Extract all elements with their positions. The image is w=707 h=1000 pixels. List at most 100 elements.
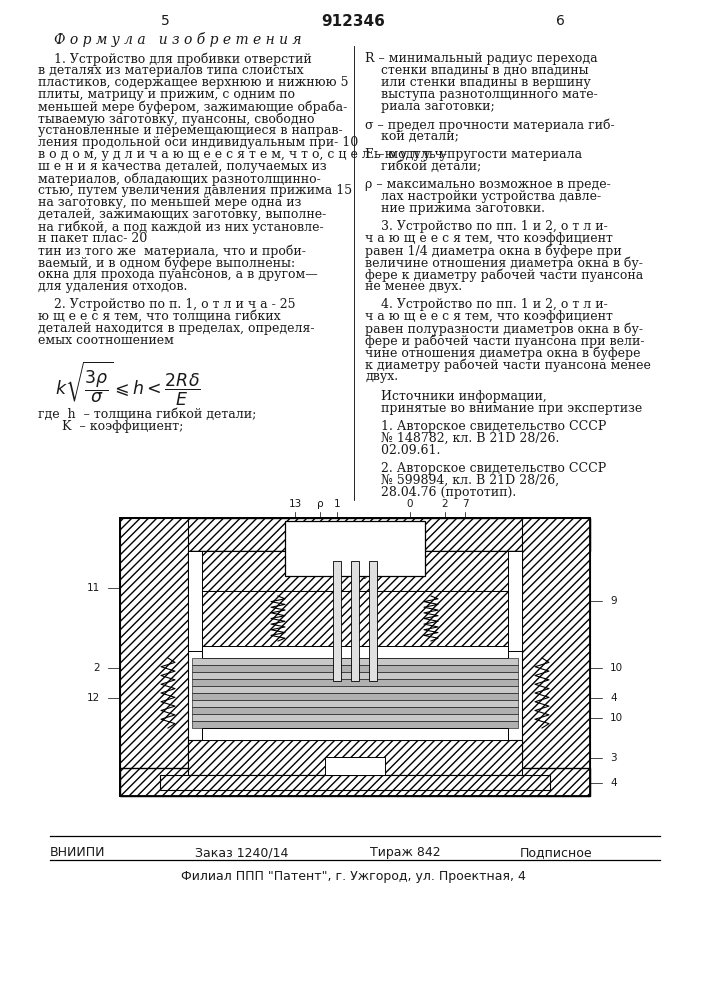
Bar — [120, 518, 590, 796]
Bar — [351, 561, 359, 681]
Text: 5: 5 — [160, 14, 170, 28]
Text: 1. Авторское свидетельство СССР: 1. Авторское свидетельство СССР — [365, 420, 607, 433]
Text: 2: 2 — [93, 663, 100, 673]
Text: № 599894, кл. В 21D 28/26,: № 599894, кл. В 21D 28/26, — [365, 474, 559, 487]
Text: в о д о м, у д л и ч а ю щ е е с я т е м, ч т о, с ц е л ь ю у л у ч-: в о д о м, у д л и ч а ю щ е е с я т е м… — [38, 148, 447, 161]
Text: 10: 10 — [610, 663, 623, 673]
Text: лах настройки устройства давле-: лах настройки устройства давле- — [365, 190, 601, 203]
Bar — [192, 707, 518, 714]
Text: в деталях из материалов типа слоистых: в деталях из материалов типа слоистых — [38, 64, 303, 77]
Text: ч а ю щ е е с я тем, что коэффициент: ч а ю щ е е с я тем, что коэффициент — [365, 310, 613, 323]
Text: 12: 12 — [87, 693, 100, 703]
Text: фере к диаметру рабочей части пуансона: фере к диаметру рабочей части пуансона — [365, 268, 643, 282]
Bar — [192, 686, 518, 693]
Text: ления продольной оси индивидуальным при- 10: ления продольной оси индивидуальным при-… — [38, 136, 358, 149]
Bar — [369, 561, 377, 681]
Bar — [160, 775, 550, 790]
Text: материалов, обладающих разнотолщинно-: материалов, обладающих разнотолщинно- — [38, 172, 321, 186]
Bar — [202, 646, 508, 658]
Text: 2. Устройство по п. 1, о т л и ч а - 25: 2. Устройство по п. 1, о т л и ч а - 25 — [38, 298, 296, 311]
Text: ВНИИПИ: ВНИИПИ — [50, 846, 105, 859]
Text: Подписное: Подписное — [520, 846, 592, 859]
Text: 4: 4 — [610, 693, 617, 703]
Text: $k\sqrt{\dfrac{3\rho}{\sigma}} \leqslant h < \dfrac{2R\delta}{E}$: $k\sqrt{\dfrac{3\rho}{\sigma}} \leqslant… — [55, 360, 201, 408]
Text: деталей находится в пределах, определя-: деталей находится в пределах, определя- — [38, 322, 315, 335]
Text: Тираж 842: Тираж 842 — [370, 846, 440, 859]
Text: 7: 7 — [462, 499, 468, 509]
Text: Источники информации,: Источники информации, — [365, 390, 547, 403]
Bar — [192, 658, 518, 665]
Text: фере и рабочей части пуансона при вели-: фере и рабочей части пуансона при вели- — [365, 334, 645, 348]
Text: σ – предел прочности материала гиб-: σ – предел прочности материала гиб- — [365, 118, 614, 131]
Text: E – модуль упругости материала: E – модуль упругости материала — [365, 148, 582, 161]
Text: к диаметру рабочей части пуансона менее: к диаметру рабочей части пуансона менее — [365, 358, 651, 371]
Text: 1: 1 — [334, 499, 340, 509]
Bar — [188, 740, 522, 775]
Text: 28.04.76 (прототип).: 28.04.76 (прототип). — [365, 486, 516, 499]
Bar — [285, 521, 425, 576]
Text: Заказ 1240/14: Заказ 1240/14 — [195, 846, 288, 859]
Text: тываемую заготовку, пуансоны, свободно: тываемую заготовку, пуансоны, свободно — [38, 112, 315, 125]
Text: ρ: ρ — [317, 499, 323, 509]
Bar — [192, 714, 518, 721]
Bar — [333, 561, 341, 681]
Text: на гибкой, а под каждой из них установле-: на гибкой, а под каждой из них установле… — [38, 220, 324, 233]
Text: № 148782, кл. В 21D 28/26.: № 148782, кл. В 21D 28/26. — [365, 432, 559, 445]
Text: 11: 11 — [87, 583, 100, 593]
Text: на заготовку, по меньшей мере одна из: на заготовку, по меньшей мере одна из — [38, 196, 301, 209]
Text: 4: 4 — [610, 778, 617, 788]
Text: деталей, зажимающих заготовку, выполне-: деталей, зажимающих заготовку, выполне- — [38, 208, 326, 221]
Text: где  h  – толщина гибкой детали;: где h – толщина гибкой детали; — [38, 408, 257, 421]
Bar — [120, 768, 590, 796]
Bar — [202, 728, 508, 740]
Bar — [192, 693, 518, 700]
Text: 10: 10 — [610, 713, 623, 723]
Text: R – минимальный радиус перехода: R – минимальный радиус перехода — [365, 52, 597, 65]
Text: 2: 2 — [442, 499, 448, 509]
Text: плиты, матрицу и прижим, с одним по: плиты, матрицу и прижим, с одним по — [38, 88, 295, 101]
Text: 3: 3 — [610, 753, 617, 763]
Text: пластиков, содержащее верхнюю и нижнюю 5: пластиков, содержащее верхнюю и нижнюю 5 — [38, 76, 349, 89]
Text: ш е н и я качества деталей, получаемых из: ш е н и я качества деталей, получаемых и… — [38, 160, 327, 173]
Text: 1. Устройство для пробивки отверстий: 1. Устройство для пробивки отверстий — [38, 52, 312, 66]
Text: ние прижима заготовки.: ние прижима заготовки. — [365, 202, 545, 215]
Text: равен полуразности диаметров окна в бу-: равен полуразности диаметров окна в бу- — [365, 322, 643, 336]
Text: 0: 0 — [407, 499, 414, 509]
Text: Ф о р м у л а   и з о б р е т е н и я: Ф о р м у л а и з о б р е т е н и я — [54, 32, 302, 47]
Bar — [192, 665, 518, 672]
Text: гибкой детали;: гибкой детали; — [365, 160, 481, 173]
Text: двух.: двух. — [365, 370, 398, 383]
Text: выступа разнотолщинного мате-: выступа разнотолщинного мате- — [365, 88, 597, 101]
Bar — [188, 551, 522, 591]
Bar — [192, 700, 518, 707]
Bar — [522, 518, 590, 796]
Text: для удаления отходов.: для удаления отходов. — [38, 280, 187, 293]
Text: равен 1/4 диаметра окна в буфере при: равен 1/4 диаметра окна в буфере при — [365, 244, 621, 257]
Text: ю щ е е с я тем, что толщина гибких: ю щ е е с я тем, что толщина гибких — [38, 310, 281, 323]
Text: Филиал ППП "Патент", г. Ужгород, ул. Проектная, 4: Филиал ППП "Патент", г. Ужгород, ул. Про… — [180, 870, 525, 883]
Text: стью, путем увеличения давления прижима 15: стью, путем увеличения давления прижима … — [38, 184, 352, 197]
Text: или стенки впадины в вершину: или стенки впадины в вершину — [365, 76, 591, 89]
Text: н пакет плас- 20: н пакет плас- 20 — [38, 232, 147, 245]
Bar — [202, 591, 508, 646]
Text: 5: 5 — [360, 571, 367, 581]
Bar — [120, 518, 188, 796]
Bar — [192, 721, 518, 728]
Bar — [192, 672, 518, 679]
Text: меньшей мере буфером, зажимающие обраба-: меньшей мере буфером, зажимающие обраба- — [38, 100, 347, 113]
Text: ваемый, и в одном буфере выполнены:: ваемый, и в одном буфере выполнены: — [38, 256, 295, 269]
Text: риала заготовки;: риала заготовки; — [365, 100, 495, 113]
Bar — [192, 679, 518, 686]
Text: кой детали;: кой детали; — [365, 130, 459, 143]
Bar — [325, 757, 385, 775]
Text: K  – коэффициент;: K – коэффициент; — [38, 420, 183, 433]
Text: принятые во внимание при экспертизе: принятые во внимание при экспертизе — [365, 402, 642, 415]
Text: 6: 6 — [556, 14, 564, 28]
Bar — [188, 551, 202, 651]
Text: 2. Авторское свидетельство СССР: 2. Авторское свидетельство СССР — [365, 462, 606, 475]
Text: ч а ю щ е е с я тем, что коэффициент: ч а ю щ е е с я тем, что коэффициент — [365, 232, 613, 245]
Text: 9: 9 — [610, 596, 617, 606]
Text: окна для прохода пуансонов, а в другом—: окна для прохода пуансонов, а в другом— — [38, 268, 317, 281]
Text: 02.09.61.: 02.09.61. — [365, 444, 440, 457]
Text: тин из того же  материала, что и проби-: тин из того же материала, что и проби- — [38, 244, 306, 257]
